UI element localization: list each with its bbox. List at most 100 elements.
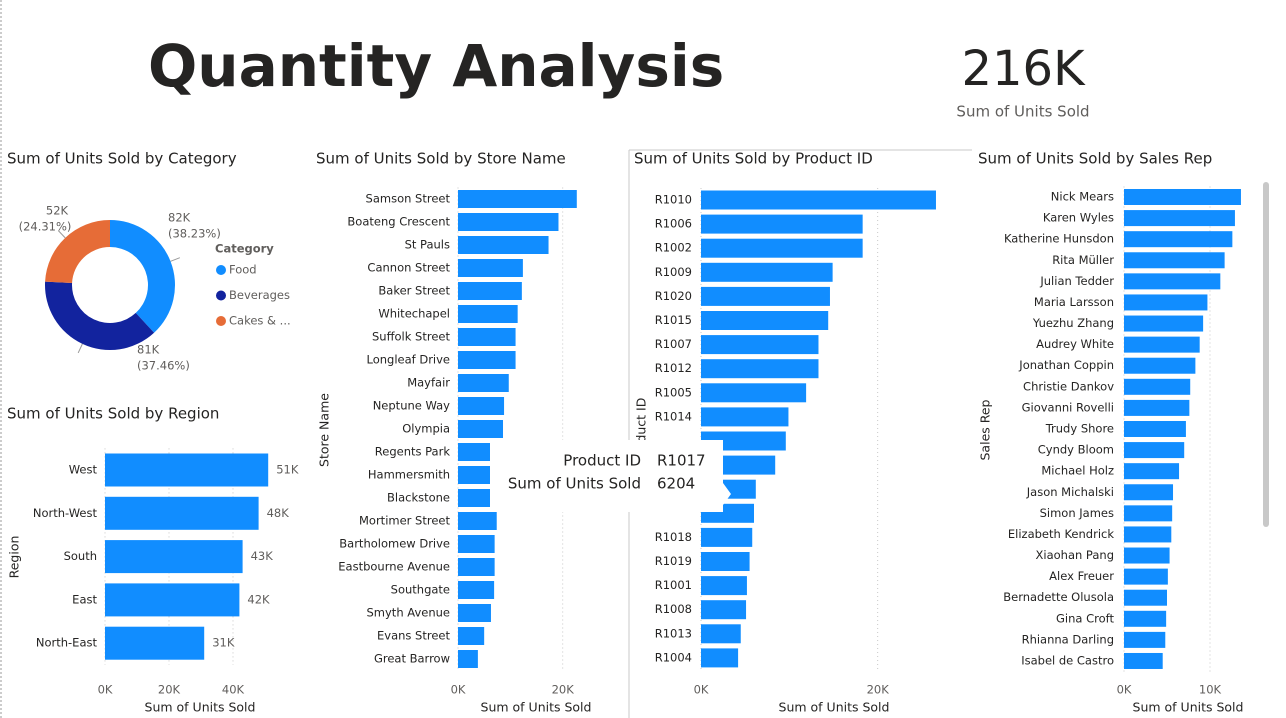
x-axis-title: Sum of Units Sold — [145, 700, 256, 715]
bar — [1124, 484, 1174, 501]
x-axis-title: Sum of Units Sold — [1133, 700, 1244, 715]
y-tick-label: Boateng Crescent — [347, 215, 450, 229]
tooltip-label: Sum of Units Sold — [508, 475, 641, 493]
legend-label: Beverages — [229, 288, 290, 302]
y-tick-label: Jason Michalski — [1026, 485, 1114, 499]
bar — [1124, 252, 1225, 269]
y-tick-label: Great Barrow — [374, 652, 450, 666]
y-tick-label: Baker Street — [378, 284, 450, 298]
bar — [458, 259, 523, 277]
y-tick-label: R1014 — [655, 409, 692, 423]
bar — [1124, 399, 1190, 416]
bar — [1124, 442, 1185, 459]
leader-line — [57, 230, 66, 239]
x-tick-label: 20K — [158, 683, 181, 697]
y-tick-label: Michael Holz — [1041, 464, 1114, 478]
bar — [701, 190, 936, 210]
y-axis-title: Sales Rep — [978, 399, 993, 460]
y-tick-label: R1009 — [655, 265, 692, 279]
x-tick-label: 0K — [694, 683, 709, 697]
bar — [458, 512, 497, 530]
x-tick-label: 0K — [98, 683, 113, 697]
y-tick-label: North-East — [36, 636, 98, 650]
bar — [701, 624, 741, 644]
chart-title: Sum of Units Sold by Category — [7, 150, 237, 168]
bar — [701, 335, 819, 355]
legend-swatch — [216, 290, 226, 301]
y-tick-label: R1004 — [655, 650, 692, 664]
y-tick-label: Bartholomew Drive — [339, 537, 450, 551]
bar — [701, 600, 747, 620]
y-tick-label: R1020 — [655, 289, 692, 303]
bar — [1124, 294, 1208, 311]
x-tick-label: 10K — [1199, 683, 1222, 697]
x-tick-label: 20K — [867, 683, 890, 697]
y-tick-label: Whitechapel — [378, 307, 450, 321]
y-tick-label: R1012 — [655, 361, 692, 375]
x-axis-title: Sum of Units Sold — [481, 700, 592, 715]
bar — [1124, 357, 1196, 374]
bar — [1124, 315, 1204, 332]
legend-swatch — [216, 265, 226, 275]
data-label: (24.31%) — [19, 220, 72, 234]
y-tick-label: Julian Tedder — [1039, 274, 1114, 288]
data-label: 52K — [46, 204, 69, 218]
y-tick-label: Olympia — [402, 422, 450, 436]
y-tick-label: Giovanni Rovelli — [1022, 400, 1114, 414]
bar — [105, 540, 243, 574]
bar — [458, 328, 516, 346]
y-tick-label: R1015 — [655, 313, 692, 327]
y-tick-label: R1018 — [655, 530, 692, 544]
data-label: 43K — [251, 549, 274, 563]
y-tick-label: R1019 — [655, 554, 692, 568]
bar — [701, 238, 863, 258]
legend-title: Category — [215, 242, 274, 256]
y-tick-label: Hammersmith — [368, 468, 450, 482]
y-tick-label: R1005 — [655, 385, 692, 399]
y-tick-label: East — [72, 592, 97, 606]
bar — [458, 420, 504, 438]
y-tick-label: Mortimer Street — [359, 514, 450, 528]
y-tick-label: Longleaf Drive — [366, 353, 450, 367]
data-label: (37.46%) — [137, 359, 190, 373]
y-tick-label: Suffolk Street — [372, 330, 450, 344]
bar — [1124, 547, 1170, 564]
donut-slice — [110, 220, 175, 333]
y-tick-label: R1006 — [655, 217, 692, 231]
page-title: Quantity Analysis — [148, 32, 724, 100]
tooltip-box — [490, 440, 731, 512]
y-tick-label: Cyndy Bloom — [1038, 443, 1114, 457]
y-tick-label: R1008 — [655, 602, 692, 616]
chart-title: Sum of Units Sold by Store Name — [316, 150, 566, 168]
chart-title: Sum of Units Sold by Product ID — [634, 150, 873, 168]
bar — [1124, 210, 1235, 227]
y-tick-label: Southgate — [391, 583, 450, 597]
y-tick-label: Karen Wyles — [1043, 211, 1114, 225]
scrollbar[interactable] — [1263, 182, 1269, 527]
bar — [458, 558, 495, 576]
y-tick-label: R1001 — [655, 578, 692, 592]
y-tick-label: Rhianna Darling — [1022, 632, 1114, 646]
y-tick-label: Samson Street — [366, 192, 451, 206]
y-tick-label: R1013 — [655, 626, 692, 640]
tooltip-value: 6204 — [657, 475, 695, 493]
bar — [701, 359, 819, 379]
y-tick-label: Gina Croft — [1056, 611, 1114, 625]
bar — [1124, 378, 1191, 395]
bar — [458, 374, 509, 392]
tooltip-value: R1017 — [657, 452, 706, 470]
bar — [1124, 273, 1221, 290]
bar — [458, 627, 485, 645]
y-tick-label: Blackstone — [387, 491, 450, 505]
bar — [1124, 231, 1233, 248]
y-tick-label: Jonathan Coppin — [1018, 358, 1114, 372]
y-tick-label: Smyth Avenue — [367, 606, 451, 620]
y-tick-label: R1007 — [655, 337, 692, 351]
bar — [458, 489, 498, 507]
y-tick-label: Christie Dankov — [1023, 379, 1114, 393]
bar — [701, 527, 753, 547]
bar — [1124, 631, 1166, 648]
y-tick-label: Rita Müller — [1052, 253, 1114, 267]
bar — [458, 650, 478, 668]
